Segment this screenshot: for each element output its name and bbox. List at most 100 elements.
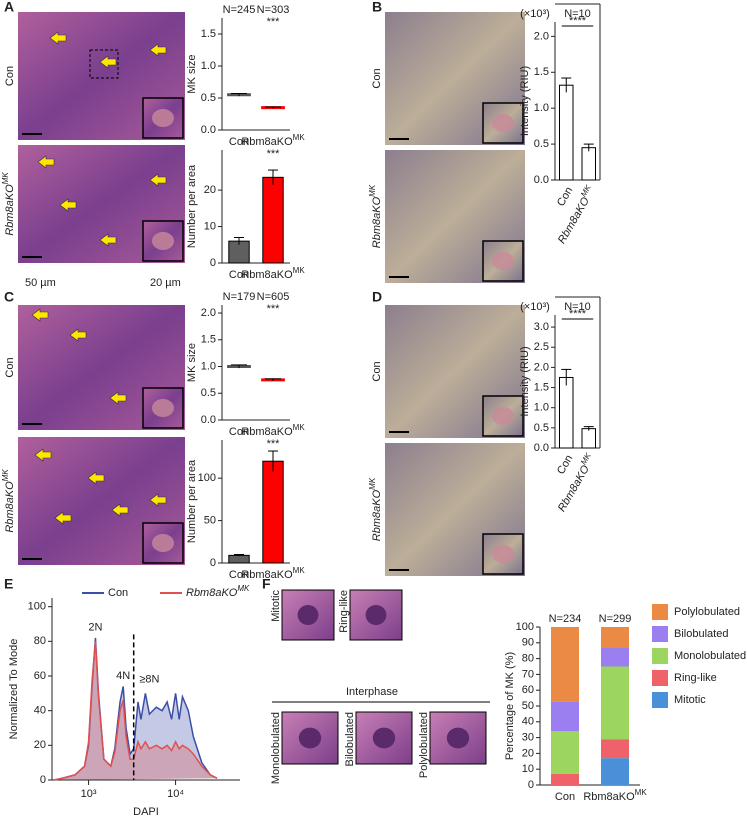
inset-cell bbox=[492, 545, 514, 563]
panel-letter: B bbox=[372, 0, 382, 15]
y-tick-label: 2.5 bbox=[534, 341, 549, 353]
legend-swatch bbox=[652, 626, 668, 642]
inset-cell bbox=[152, 534, 174, 552]
arrow bbox=[87, 471, 105, 485]
y-tick-label: 2.0 bbox=[201, 307, 216, 319]
area-line bbox=[53, 641, 218, 781]
y-tick-label: 1.0 bbox=[201, 360, 216, 372]
n-label: N=10 bbox=[564, 301, 591, 313]
y-tick-label: 1.0 bbox=[534, 402, 549, 414]
panel-letter: F bbox=[262, 576, 271, 592]
x-tick-label-sup: MK bbox=[579, 451, 593, 466]
n-label: N=299 bbox=[599, 613, 632, 625]
y-tick-label: 0.5 bbox=[201, 92, 216, 104]
legend-label-sup: MK bbox=[237, 584, 250, 593]
legend-label-main: Rbm8aKO bbox=[186, 587, 238, 599]
y-tick-label: 1.0 bbox=[201, 60, 216, 72]
arrow bbox=[37, 155, 55, 169]
y-axis-label: Number per area bbox=[186, 164, 198, 248]
y-tick-label: 90 bbox=[522, 637, 534, 649]
y-tick-label: 30 bbox=[522, 732, 534, 744]
panel-letter: E bbox=[4, 576, 13, 592]
y-tick-label: 0.0 bbox=[201, 124, 216, 136]
y-tick-label: 1.5 bbox=[201, 334, 216, 346]
x-tick-label-sup: MK bbox=[293, 566, 306, 575]
y-tick-label: 50 bbox=[522, 700, 534, 712]
y-tick-label: 100 bbox=[198, 472, 216, 484]
arrow bbox=[54, 511, 72, 525]
y-tick-label: 0.5 bbox=[534, 138, 549, 150]
n-label: N=303 bbox=[257, 4, 290, 16]
y-tick-label: 10 bbox=[204, 220, 216, 232]
cell-label: Monolobulated bbox=[270, 712, 282, 784]
y-tick-label: 60 bbox=[522, 684, 534, 696]
x-tick-label-main: Rbm8aKO bbox=[241, 569, 293, 581]
y-tick-label: 2.0 bbox=[534, 361, 549, 373]
n-label: N=245 bbox=[223, 4, 256, 16]
x-tick-label: Con bbox=[555, 185, 575, 208]
significance: *** bbox=[267, 438, 281, 450]
significance: *** bbox=[267, 303, 281, 315]
y-axis-label: Intensity (RIU) bbox=[519, 346, 531, 416]
bar-segment bbox=[601, 666, 629, 740]
bar-segment bbox=[551, 627, 579, 702]
bar bbox=[228, 554, 250, 564]
legend-label: Monolobulated bbox=[674, 650, 746, 662]
arrow bbox=[49, 31, 67, 45]
row-label-main: Con bbox=[371, 361, 383, 381]
x-tick-label: Con bbox=[555, 791, 575, 803]
y-tick-label: 0 bbox=[40, 774, 46, 786]
annotation: 4N bbox=[116, 670, 130, 682]
legend-label: Con bbox=[108, 587, 128, 599]
y-tick-label: 0 bbox=[210, 257, 216, 269]
bar-segment bbox=[551, 731, 579, 774]
arrow bbox=[149, 43, 167, 57]
x-tick-label-main: Con bbox=[229, 269, 249, 281]
x-tick-label: Con bbox=[229, 269, 249, 281]
x-tick-label-main: Con bbox=[229, 136, 249, 148]
annotation: ≥8N bbox=[139, 673, 159, 685]
y-tick-label: 1.5 bbox=[534, 66, 549, 78]
significance: *** bbox=[267, 148, 281, 160]
y-axis-label: Intensity (RIU) bbox=[519, 66, 531, 136]
bar-segment bbox=[551, 773, 579, 785]
x-tick-label: Con bbox=[229, 426, 249, 438]
n-label: N=605 bbox=[257, 291, 290, 303]
y-axis-label: Normalized To Mode bbox=[8, 639, 20, 740]
bar-segment bbox=[601, 647, 629, 667]
group-label: Interphase bbox=[346, 686, 398, 698]
row-label: Rbm8aKOMK bbox=[1, 172, 16, 236]
x-tick-label-main: Con bbox=[555, 453, 575, 476]
bar-segment bbox=[601, 627, 629, 648]
row-label-sup: MK bbox=[368, 477, 377, 490]
row-label-main: Rbm8aKO bbox=[371, 489, 383, 541]
x-tick-label: Con bbox=[229, 136, 249, 148]
x-tick-label-sup: MK bbox=[635, 788, 648, 797]
row-label-main: Rbm8aKO bbox=[4, 184, 16, 236]
panel-letter: A bbox=[4, 0, 14, 15]
x-tick-label-sup: MK bbox=[579, 183, 593, 198]
x-tick-label-main: Con bbox=[555, 791, 575, 803]
y-tick-label: 80 bbox=[34, 635, 46, 647]
legend-swatch bbox=[652, 648, 668, 664]
panel-letter: D bbox=[372, 289, 382, 305]
arrow bbox=[111, 503, 129, 517]
y-tick-label: 20 bbox=[522, 747, 534, 759]
bar-segment bbox=[551, 701, 579, 732]
scale-label: 20 µm bbox=[150, 277, 181, 289]
y-axis-label: Percentage of MK (%) bbox=[504, 652, 516, 760]
arrow bbox=[149, 493, 167, 507]
row-label: Rbm8aKOMK bbox=[368, 477, 383, 541]
arrow bbox=[31, 308, 49, 322]
inset-cell bbox=[152, 232, 174, 250]
bar bbox=[559, 376, 574, 449]
x-tick-label-sup: MK bbox=[293, 133, 306, 142]
cell-label: Mitotic bbox=[270, 590, 282, 622]
x-tick-label-sup: MK bbox=[293, 266, 306, 275]
y-tick-label: 80 bbox=[522, 653, 534, 665]
scale-label: 50 µm bbox=[25, 277, 56, 289]
annotation: 2N bbox=[88, 621, 102, 633]
arrow bbox=[34, 448, 52, 462]
y-tick-label: 0.5 bbox=[201, 387, 216, 399]
